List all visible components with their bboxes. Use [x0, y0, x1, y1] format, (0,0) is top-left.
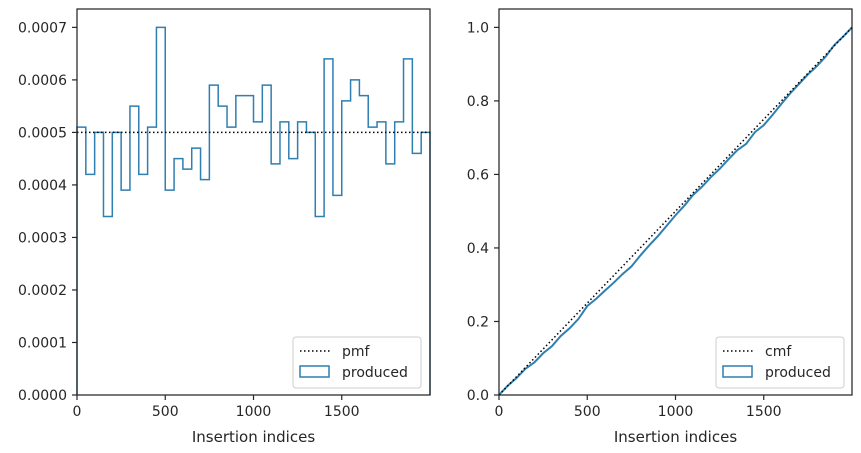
cmf-x-tick-label: 1500: [746, 404, 782, 420]
cmf-legend-reference-label: cmf: [765, 344, 792, 360]
pmf-x-tick-label: 500: [152, 404, 179, 420]
pmf-x-tick-label: 1000: [236, 404, 272, 420]
pmf-legend-reference-label: pmf: [342, 344, 371, 360]
pmf-y-tick-label: 0.0002: [18, 283, 67, 299]
pmf-y-tick-label: 0.0003: [18, 230, 67, 246]
pmf-panel: 0 500 1000 1500 0.0000 0.0001 0.0002 0.0003 0.0…: [18, 8, 431, 446]
cmf-legend-box: [715, 336, 845, 389]
pmf-x-tick-label: 0: [73, 404, 82, 420]
pmf-y-tick-label: 0.0000: [18, 388, 67, 404]
cmf-reference-line: [498, 26, 853, 396]
pmf-y-tick-label: 0.0004: [18, 178, 67, 194]
pmf-legend-produced-swatch: [299, 365, 330, 378]
cmf-panel: 0 500 1000 1500 0.0 0.2 0.4 0.6 0.8 1.0 Insertio…: [467, 8, 853, 446]
pmf-x-axis-label: Insertion indices: [192, 428, 315, 446]
cmf-y-tick-label: 0.2: [467, 314, 489, 330]
cmf-x-tick-label: 500: [574, 404, 601, 420]
pmf-produced-step: [76, 26, 431, 395]
cmf-y-tick-label: 0.6: [467, 167, 489, 183]
pmf-y-tick-label: 0.0005: [18, 125, 67, 141]
cmf-y-tick-label: 1.0: [467, 20, 489, 36]
pmf-x-tick-label: 1500: [324, 404, 360, 420]
pmf-legend-produced-label: produced: [342, 365, 408, 381]
pmf-y-tick-label: 0.0001: [18, 335, 67, 351]
pmf-legend-box: [292, 336, 422, 389]
cmf-y-tick-label: 0.0: [467, 388, 489, 404]
cmf-x-tick-label: 0: [495, 404, 504, 420]
cmf-legend-produced-label: produced: [765, 365, 831, 381]
cmf-x-tick-label: 1000: [658, 404, 694, 420]
pmf-y-tick-label: 0.0006: [18, 73, 67, 89]
pmf-legend: pmf produced: [292, 336, 422, 389]
cmf-y-tick-label: 0.8: [467, 94, 489, 110]
cmf-legend-produced-swatch: [722, 365, 753, 378]
cmf-x-axis-label: Insertion indices: [614, 428, 737, 446]
cmf-produced-line: [498, 26, 853, 396]
cmf-y-tick-label: 0.4: [467, 241, 489, 257]
cmf-legend: cmf produced: [715, 336, 845, 389]
pmf-y-tick-label: 0.0007: [18, 20, 67, 36]
